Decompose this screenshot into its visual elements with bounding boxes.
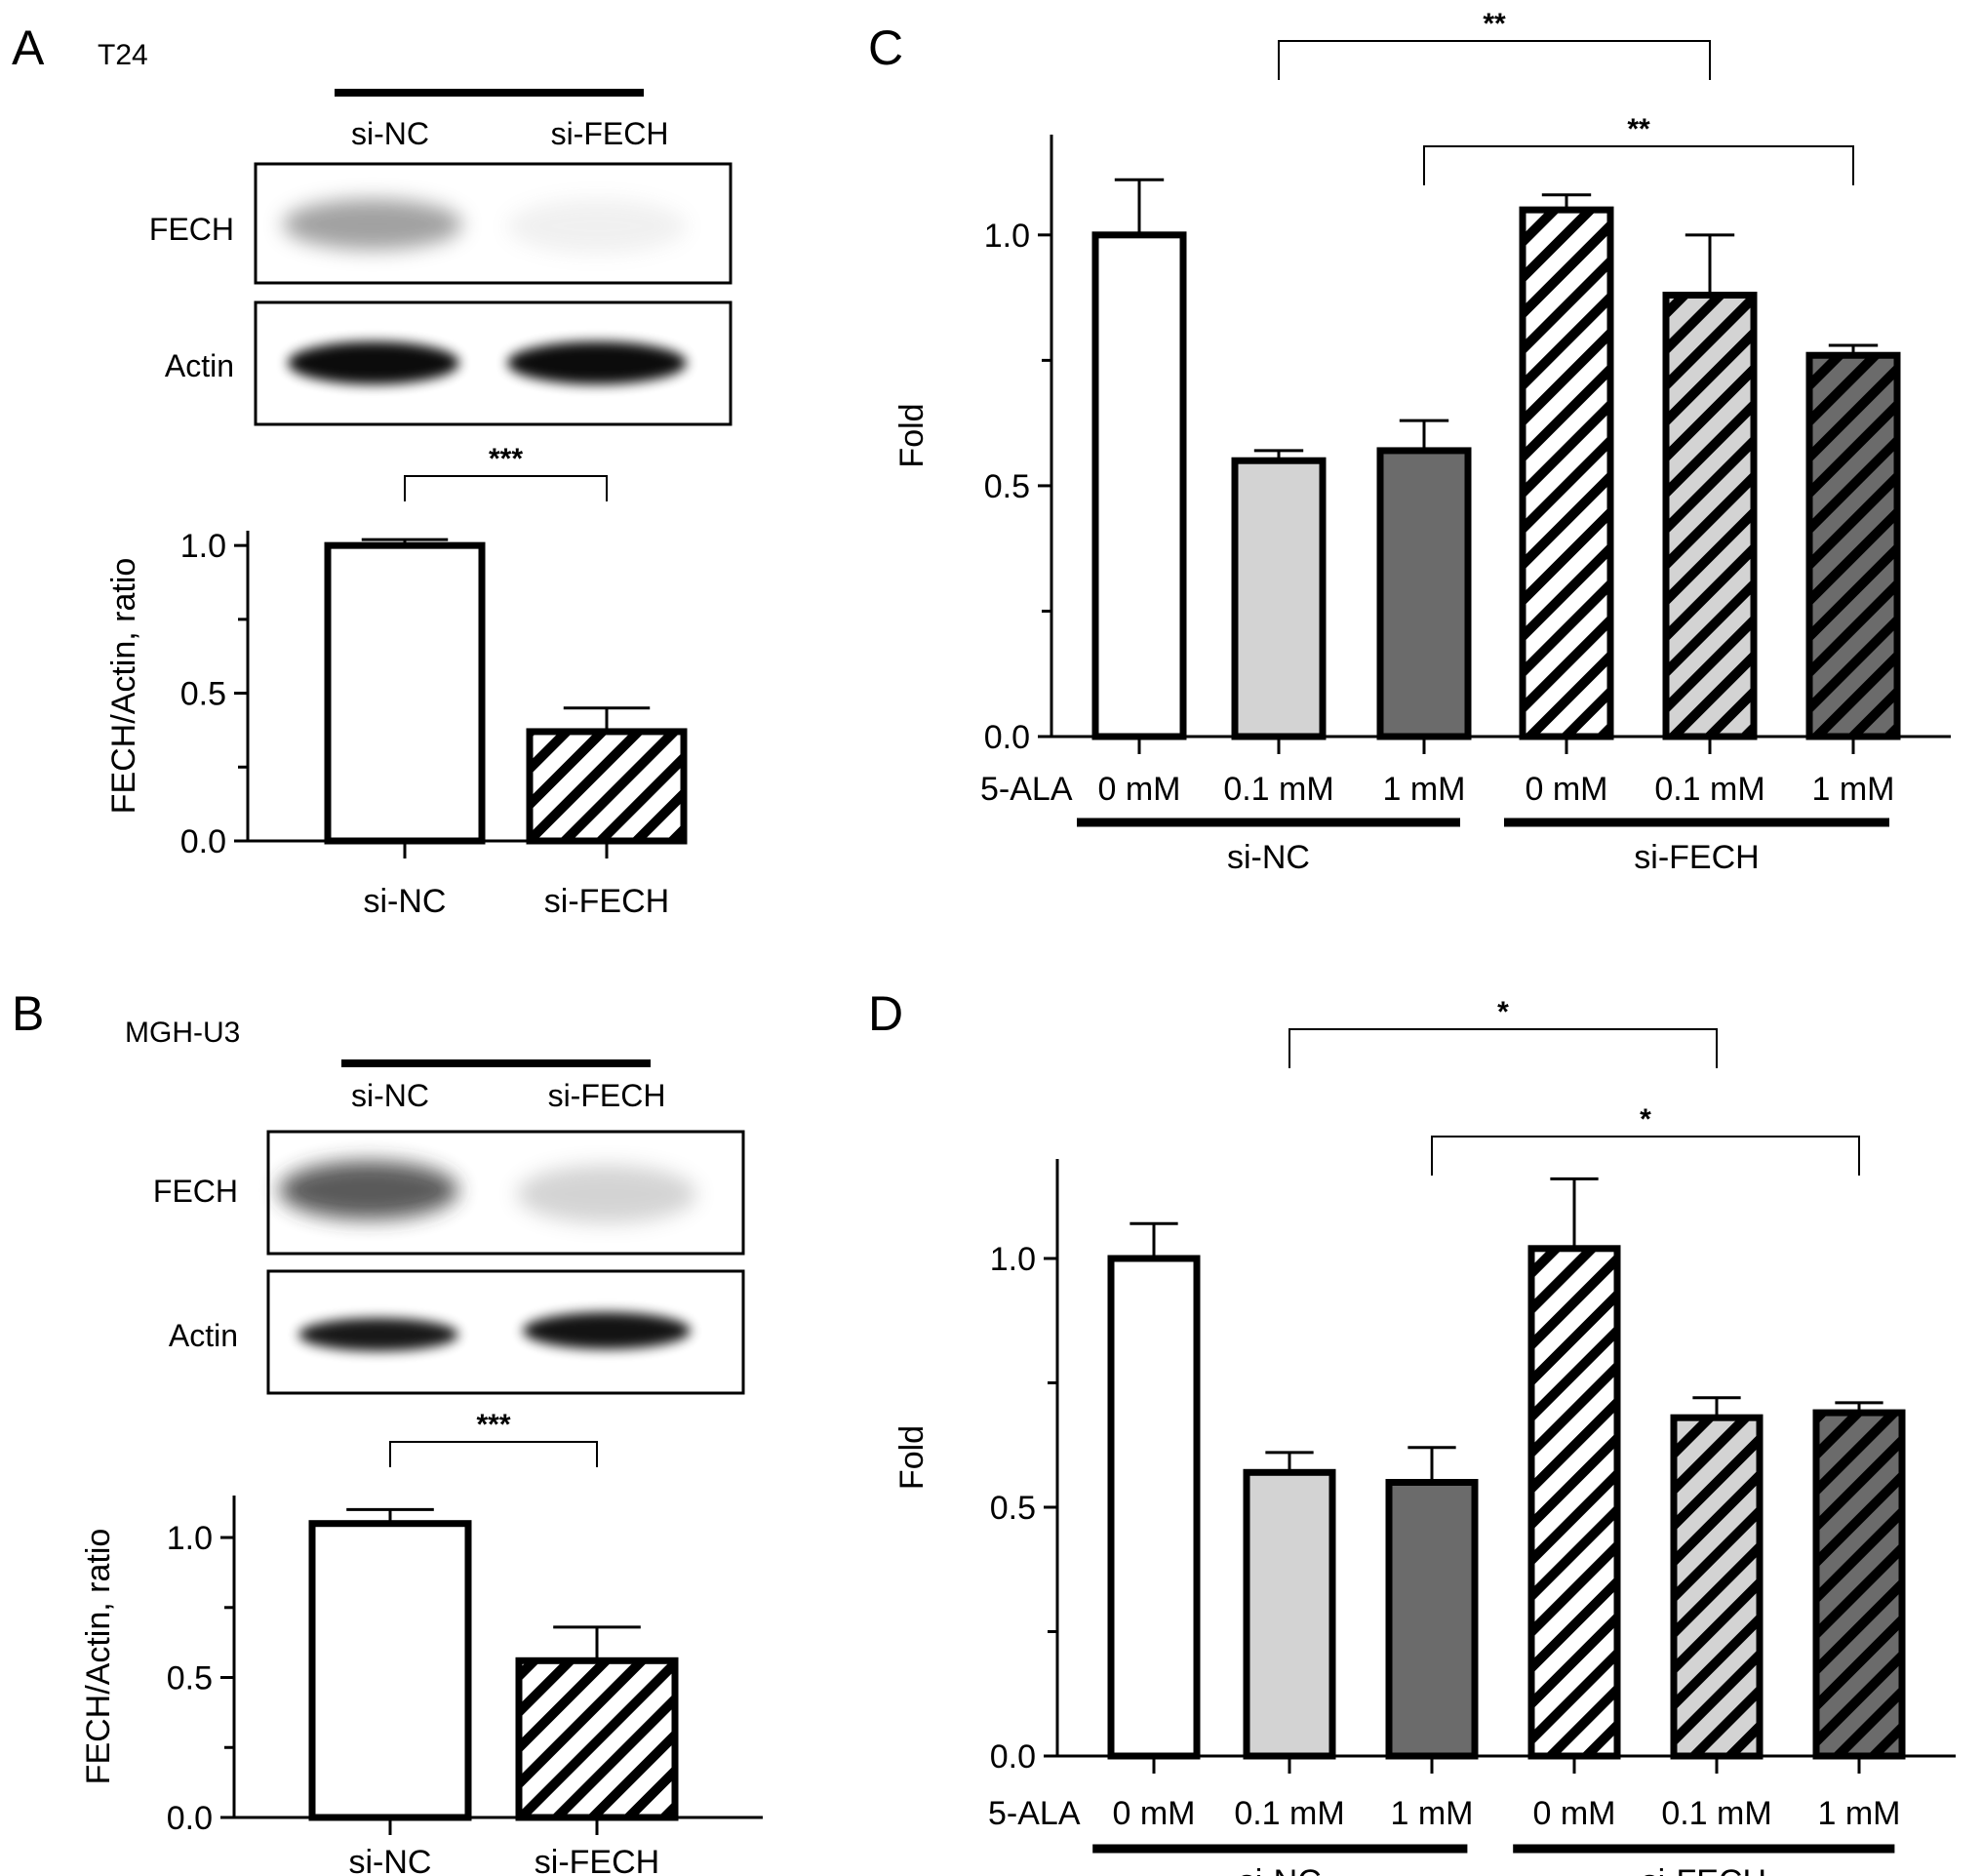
bar-chart-d: 0.0 0.5 1.0 Fold 0 mM 0.1 mM 1 mM 0 mM 0.1 mM 1 m… xyxy=(893,996,1956,1876)
cell-line-label-b: MGH-U3 xyxy=(125,1017,240,1049)
chart-d-category-label: 0.1 mM xyxy=(1234,1795,1344,1832)
chart-c-significance-label: ** xyxy=(1627,113,1650,145)
chart-d-significance-label: * xyxy=(1640,1103,1651,1136)
chart-b-category-label: si-NC xyxy=(349,1844,432,1876)
chart-c-category-label: 0 mM xyxy=(1098,771,1181,808)
chart-d-y-tick-label: 0.0 xyxy=(990,1738,1036,1776)
chart-c-bar xyxy=(1519,206,1614,740)
chart-b-y-tick-label: 0.0 xyxy=(167,1800,213,1837)
chart-c-category-label: 1 mM xyxy=(1812,771,1895,808)
blot-a-row-label-actin: Actin xyxy=(165,348,234,383)
blot-a-actin-band-fech xyxy=(507,341,687,384)
chart-c-y-axis-label: Fold xyxy=(893,403,931,467)
chart-c-bar xyxy=(1662,292,1758,740)
chart-d-y-axis-label: Fold xyxy=(893,1425,931,1490)
chart-b-y-axis-label: FECH/Actin, ratio xyxy=(80,1529,117,1785)
chart-d-group-label: si-NC xyxy=(1239,1863,1322,1876)
chart-a-bar xyxy=(526,728,688,845)
blot-a-fech-band-nc xyxy=(283,199,462,250)
blot-b-lane-label-nc: si-NC xyxy=(351,1078,429,1113)
chart-a-category-label: si-NC xyxy=(364,883,447,920)
chart-d-bar xyxy=(1527,1245,1621,1760)
blot-b-actin-band-nc xyxy=(298,1318,458,1351)
chart-d-category-label: 0 mM xyxy=(1113,1795,1196,1832)
chart-d-bar xyxy=(1107,1255,1201,1760)
chart-d-category-label: 1 mM xyxy=(1818,1795,1901,1832)
chart-d-category-label: 1 mM xyxy=(1391,1795,1474,1832)
cell-line-label-a: T24 xyxy=(98,39,148,71)
chart-c-y-tick-label: 0.0 xyxy=(984,719,1030,756)
chart-d-significance-bracket xyxy=(1431,1136,1860,1176)
chart-d-group-label: si-FECH xyxy=(1642,1863,1766,1876)
chart-a-y-tick-label: 0.0 xyxy=(180,823,226,860)
chart-d-category-label: 0.1 mM xyxy=(1661,1795,1771,1832)
chart-c-bar xyxy=(1231,457,1327,740)
blot-b-fech-band-nc xyxy=(279,1161,458,1219)
panel-letter-a: A xyxy=(12,20,45,75)
chart-b-significance-bracket xyxy=(389,1441,598,1467)
chart-b-y-tick-label: 1.0 xyxy=(167,1520,213,1557)
chart-d-bar xyxy=(1243,1468,1336,1760)
panel-letter-c: C xyxy=(868,20,903,75)
chart-a-significance-label: *** xyxy=(489,443,523,475)
bar-chart-b: 0.0 0.5 1.0 FECH/Actin, ratio si-NC si-FECH **… xyxy=(80,1409,763,1876)
chart-d-significance-label: * xyxy=(1497,996,1509,1028)
chart-a-y-tick-label: 1.0 xyxy=(180,528,226,565)
blot-b-row-label-actin: Actin xyxy=(169,1318,238,1353)
chart-b-bar xyxy=(308,1520,472,1821)
chart-c-group-label: si-FECH xyxy=(1634,839,1759,876)
chart-a-y-axis-label: FECH/Actin, ratio xyxy=(105,558,142,815)
blot-a: si-NC si-FECH FECH Actin xyxy=(149,89,733,426)
blot-a-row-label-fech: FECH xyxy=(149,212,234,247)
chart-b-category-label: si-FECH xyxy=(535,1844,659,1876)
bar-chart-a: 0.0 0.5 1.0 FECH/Actin, ratio si-NC si-FECH **… xyxy=(105,443,688,920)
blot-b: si-NC si-FECH FECH Actin xyxy=(153,1059,745,1395)
chart-a-bar xyxy=(324,541,486,845)
chart-c-bar xyxy=(1091,231,1187,740)
chart-c-y-tick-label: 0.5 xyxy=(984,468,1030,505)
blot-a-lane-label-fech: si-FECH xyxy=(551,116,669,151)
chart-c-category-label: 0 mM xyxy=(1526,771,1608,808)
chart-d-x-prefix-label: 5-ALA xyxy=(988,1795,1081,1832)
blot-a-fech-band-fech xyxy=(507,199,687,254)
chart-d-y-tick-label: 1.0 xyxy=(990,1241,1036,1278)
chart-a-y-tick-label: 0.5 xyxy=(180,676,226,713)
chart-b-bar xyxy=(515,1656,679,1821)
blot-b-row-label-fech: FECH xyxy=(153,1174,238,1209)
chart-b-y-tick-label: 0.5 xyxy=(167,1660,213,1697)
panel-letter-d: D xyxy=(868,986,903,1041)
chart-c-significance-bracket xyxy=(1278,40,1711,80)
chart-c-category-label: 1 mM xyxy=(1383,771,1466,808)
chart-c-significance-bracket xyxy=(1423,145,1854,185)
chart-c-category-label: 0.1 mM xyxy=(1654,771,1764,808)
blot-b-fech-band-fech xyxy=(517,1165,696,1223)
chart-c-bar xyxy=(1805,351,1901,740)
chart-c-category-label: 0.1 mM xyxy=(1223,771,1333,808)
chart-d-bar xyxy=(1670,1414,1764,1760)
chart-d-category-label: 0 mM xyxy=(1533,1795,1616,1832)
bar-chart-c: 0.0 0.5 1.0 Fold 0 mM 0.1 mM 1 mM 0 mM 0.1 mM 1 m… xyxy=(893,8,1951,876)
chart-b-significance-label: *** xyxy=(476,1409,510,1441)
panel-letter-b: B xyxy=(12,986,44,1041)
blot-a-lane-label-nc: si-NC xyxy=(351,116,429,151)
chart-c-x-prefix-label: 5-ALA xyxy=(980,771,1073,808)
chart-d-bar xyxy=(1385,1479,1479,1760)
chart-a-significance-bracket xyxy=(404,475,608,501)
blot-a-actin-band-nc xyxy=(288,341,459,384)
chart-c-significance-label: ** xyxy=(1483,8,1506,40)
chart-a-category-label: si-FECH xyxy=(544,883,669,920)
blot-b-actin-band-fech xyxy=(523,1312,691,1349)
chart-d-significance-bracket xyxy=(1288,1028,1718,1068)
blot-b-lane-label-fech: si-FECH xyxy=(548,1078,666,1113)
chart-d-bar xyxy=(1812,1409,1906,1760)
chart-d-y-tick-label: 0.5 xyxy=(990,1490,1036,1527)
chart-c-y-tick-label: 1.0 xyxy=(984,218,1030,255)
chart-c-group-label: si-NC xyxy=(1227,839,1310,876)
chart-c-bar xyxy=(1376,447,1472,740)
